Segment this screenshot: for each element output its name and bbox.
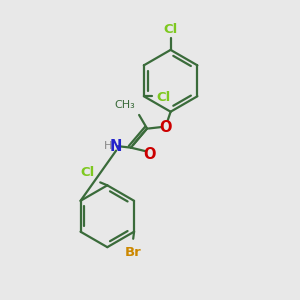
Text: Cl: Cl: [164, 23, 178, 36]
Text: Cl: Cl: [156, 91, 170, 104]
Text: O: O: [143, 147, 155, 162]
Text: Br: Br: [125, 245, 142, 259]
Text: CH₃: CH₃: [115, 100, 135, 110]
Text: Cl: Cl: [80, 167, 94, 179]
Text: N: N: [110, 139, 122, 154]
Text: H: H: [103, 141, 112, 151]
Text: O: O: [159, 119, 172, 134]
